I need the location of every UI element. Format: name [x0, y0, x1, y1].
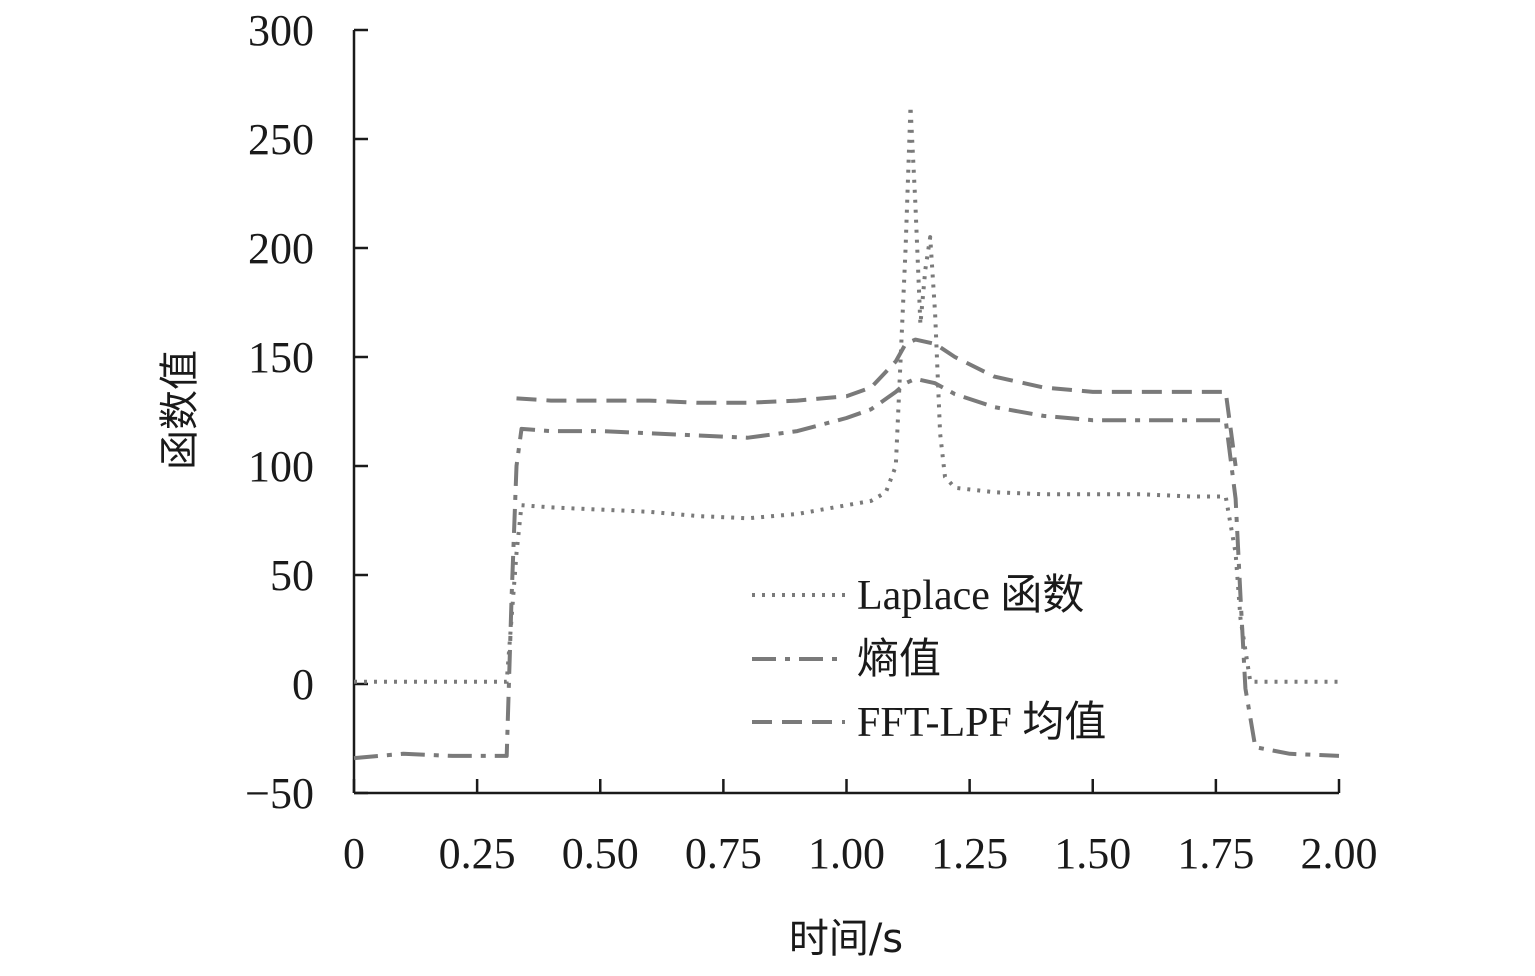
x-tick-label: 0.25	[439, 829, 516, 878]
x-tick-label: 0.50	[562, 829, 639, 878]
x-tick-label: 1.75	[1177, 829, 1254, 878]
x-tick-label: 1.25	[931, 829, 1008, 878]
y-tick-label: 100	[248, 442, 314, 491]
legend-label-laplace: Laplace 函数	[857, 573, 1084, 619]
axes	[352, 30, 1339, 795]
y-tick-label: 200	[248, 224, 314, 273]
series-layer	[353, 104, 1340, 761]
series-line-0	[354, 104, 1339, 684]
series-line-1	[353, 376, 1340, 761]
x-tick-label: 0	[343, 829, 365, 878]
y-tick-label: 250	[248, 115, 314, 164]
y-tick-label: 300	[248, 6, 314, 55]
legend-label-fft-lpf: FFT-LPF 均值	[857, 700, 1106, 746]
y-tick-label: 50	[270, 551, 314, 600]
x-tick-label: 1.00	[808, 829, 885, 878]
x-tick-label: 0.75	[685, 829, 762, 878]
y-tick-label: 150	[248, 333, 314, 382]
y-ticks: −50 0 50 100 150 200 250 300	[245, 6, 368, 818]
series-line-2	[516, 337, 1238, 467]
x-tick-label: 1.50	[1054, 829, 1131, 878]
y-axis-title: 函数值	[157, 350, 203, 470]
legend: Laplace 函数 熵值 FFT-LPF 均值	[752, 573, 1106, 746]
x-axis-title: 时间/s	[789, 916, 903, 962]
y-tick-label: −50	[245, 769, 314, 818]
y-tick-label: 0	[292, 660, 314, 709]
x-tick-label: 2.00	[1301, 829, 1378, 878]
legend-label-entropy: 熵值	[857, 636, 941, 683]
x-ticks: 0 0.25 0.50 0.75 1.00 1.25 1.50 1.75 2.00	[343, 779, 1378, 878]
